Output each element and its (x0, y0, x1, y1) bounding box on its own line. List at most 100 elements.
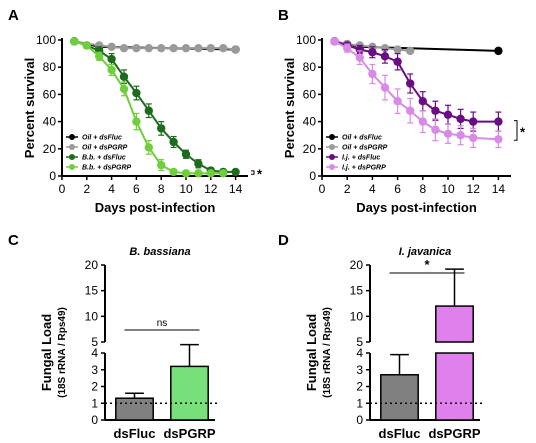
data-point (431, 125, 440, 134)
bar (115, 397, 154, 421)
data-point (231, 45, 240, 54)
data-point (406, 106, 415, 115)
y-tick-label: 0 (309, 169, 316, 183)
legend: Oil + dsFluc Oil + dsPGRP B.b. + dsFluc B.b… (66, 134, 132, 172)
legend-label: Oil + dsPGRP (82, 145, 128, 152)
data-point (219, 43, 228, 53)
data-point (443, 110, 453, 120)
x-tick-label: 4 (108, 182, 115, 196)
legend-swatch-marker (329, 154, 335, 160)
y-tick-label: 1 (356, 396, 363, 410)
y-tick-label: 20 (43, 142, 57, 156)
data-point (132, 43, 141, 53)
x-tick-label: 14 (229, 182, 243, 196)
x-tick-label: 12 (467, 182, 481, 196)
data-point (431, 106, 440, 115)
y-tick-label: 0 (91, 413, 98, 427)
data-point (469, 133, 478, 143)
y-tick-label: 4 (356, 346, 363, 360)
legend-label: B.b. + dsPGRP (82, 165, 132, 172)
y-axis-title: Percent survival (22, 58, 37, 158)
data-point (132, 88, 141, 98)
y-tick-label: 40 (303, 115, 317, 129)
legend-label: I.j. + dsPGRP (342, 165, 386, 172)
data-point (169, 167, 178, 177)
legend-swatch-marker (69, 134, 75, 140)
chart-title: I. javanica (399, 246, 452, 258)
data-point (181, 43, 191, 53)
legend-swatch-marker (69, 144, 75, 150)
bar (380, 374, 419, 421)
data-point (219, 169, 228, 178)
bar-lower (435, 352, 474, 421)
data-point (119, 72, 129, 81)
data-point (157, 43, 166, 53)
category-label: dsPGRP (428, 426, 480, 441)
bar-upper (435, 305, 474, 343)
data-point (380, 52, 390, 61)
significance-bracket (514, 120, 518, 141)
data-point (95, 52, 104, 61)
data-point (144, 106, 153, 115)
y-tick-label: 2 (356, 380, 363, 394)
y-tick-label: 10 (85, 309, 99, 323)
y-tick-label: 20 (85, 258, 99, 272)
data-point (107, 65, 116, 75)
bar-chart-d: I. javanica 0 1 2 3 45 10 15 20 Fungal Load (18S r… (304, 246, 483, 441)
data-point (181, 169, 191, 178)
x-tick-label: 8 (419, 182, 426, 196)
y-tick-label: 80 (43, 60, 57, 74)
data-point (418, 117, 427, 126)
y-axis-subtitle: (18S rRNA / Rps49) (322, 307, 333, 398)
y-tick-label: 60 (303, 87, 317, 101)
data-point (194, 159, 203, 168)
y-tick-label: 20 (350, 258, 364, 272)
y-axis-title: Fungal Load (304, 314, 319, 391)
data-point (456, 114, 465, 124)
legend-swatch-marker (329, 164, 335, 170)
legend: Oil + dsFluc Oil + dsPGRP I.j. + dsFluc I.j… (326, 134, 388, 172)
data-point (469, 117, 478, 126)
data-point (355, 45, 364, 54)
data-point (368, 48, 377, 57)
bar-group-0: dsFluc (379, 353, 420, 441)
y-tick-label: 10 (350, 309, 364, 323)
data-point (157, 124, 166, 133)
data-point (144, 143, 153, 152)
data-point (119, 84, 129, 94)
significance-mark: * (424, 257, 430, 272)
y-tick-label: 5 (356, 335, 363, 349)
panel-letter-a: A (8, 7, 19, 24)
bar (170, 365, 209, 421)
legend-swatch-marker (69, 164, 75, 170)
legend-swatch-marker (329, 144, 335, 150)
y-tick-label: 100 (36, 33, 56, 47)
x-tick-label: 2 (344, 182, 351, 196)
legend-swatch-marker (69, 154, 75, 160)
data-point (355, 53, 364, 62)
y-tick-label: 1 (91, 396, 98, 410)
data-point (206, 169, 215, 178)
x-tick-label: 0 (319, 182, 326, 196)
data-point (494, 46, 503, 56)
data-point (107, 54, 116, 64)
panel-letter-b: B (278, 7, 289, 24)
series-1 (70, 37, 240, 54)
significance-mark: * (257, 167, 263, 182)
legend-label: Oil + dsFluc (342, 135, 382, 142)
y-tick-label: 5 (91, 335, 98, 349)
category-label: dsFluc (114, 426, 156, 441)
data-point (330, 37, 339, 46)
legend-label: I.j. + dsFluc (342, 155, 380, 162)
data-point (82, 41, 92, 50)
data-point (368, 69, 377, 79)
data-point (231, 167, 240, 177)
x-tick-label: 12 (204, 182, 218, 196)
data-point (406, 79, 415, 88)
series-3 (330, 37, 503, 149)
data-point (169, 137, 178, 147)
x-tick-label: 2 (83, 182, 90, 196)
data-point (456, 131, 465, 140)
data-point (418, 97, 427, 106)
legend-label: Oil + dsPGRP (342, 145, 388, 152)
